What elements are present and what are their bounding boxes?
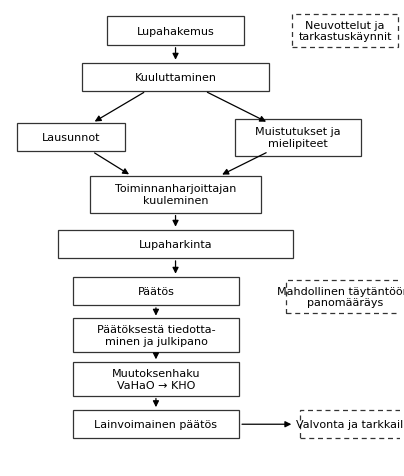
Bar — [292, 15, 398, 48]
Text: Päätös: Päätös — [137, 286, 175, 296]
Bar — [235, 119, 361, 156]
Bar — [17, 124, 124, 152]
Text: Muutoksenhaku
VaHaO → KHO: Muutoksenhaku VaHaO → KHO — [112, 368, 200, 390]
Bar — [73, 277, 239, 306]
Bar — [73, 410, 239, 438]
Bar — [286, 280, 404, 314]
Text: Toiminnanharjoittajan
kuuleminen: Toiminnanharjoittajan kuuleminen — [115, 184, 236, 206]
Bar — [300, 410, 404, 438]
Text: Lausunnot: Lausunnot — [42, 133, 100, 143]
Text: Neuvottelut ja
tarkastuskäynnit: Neuvottelut ja tarkastuskäynnit — [298, 21, 392, 42]
Text: Lainvoimainen päätös: Lainvoimainen päätös — [95, 419, 217, 429]
Text: Muistutukset ja
mielipiteet: Muistutukset ja mielipiteet — [255, 127, 341, 149]
Bar — [73, 319, 239, 352]
Bar — [90, 177, 261, 213]
Bar — [73, 362, 239, 396]
Text: Lupaharkinta: Lupaharkinta — [139, 239, 213, 249]
Text: Lupahakemus: Lupahakemus — [137, 27, 215, 37]
Text: Päätöksestä tiedotta-
minen ja julkipano: Päätöksestä tiedotta- minen ja julkipano — [97, 325, 215, 347]
Bar — [107, 17, 244, 46]
Text: Kuuluttaminen: Kuuluttaminen — [135, 73, 217, 83]
Text: Valvonta ja tarkkailu: Valvonta ja tarkkailu — [296, 419, 404, 429]
Bar — [58, 230, 293, 258]
Text: Mahdollinen täytäntöön-
panomääräys: Mahdollinen täytäntöön- panomääräys — [277, 286, 404, 308]
Bar — [82, 63, 269, 92]
